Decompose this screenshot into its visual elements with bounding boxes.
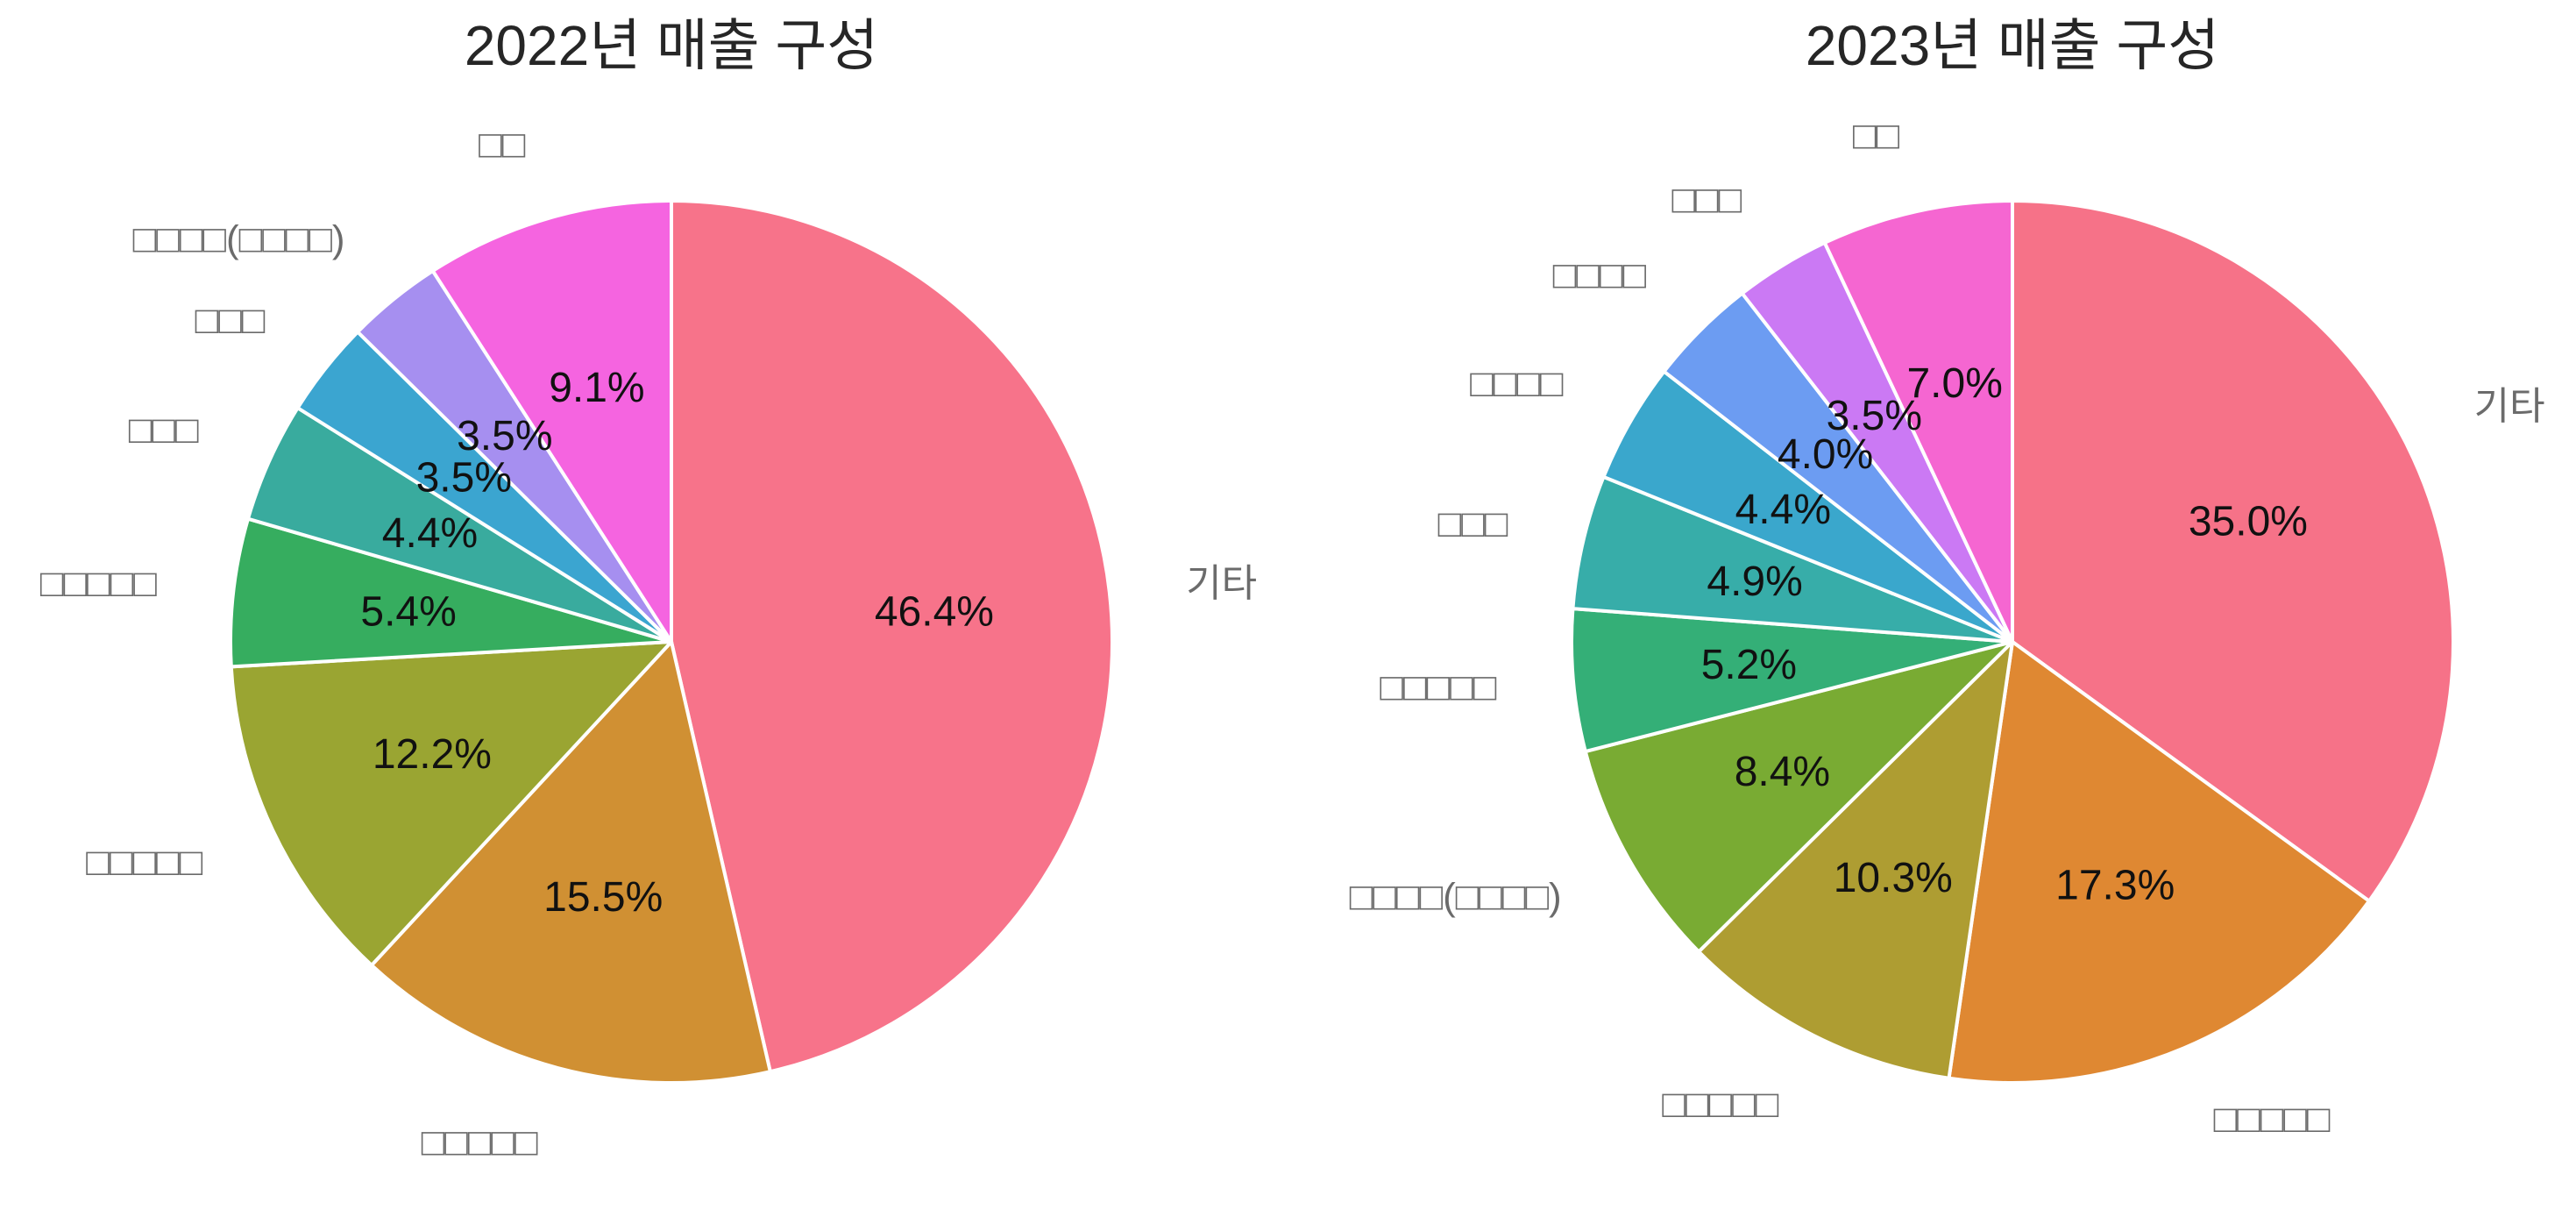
slice-category-label: □□□□(□□□□) xyxy=(1350,876,1562,919)
slice-percent-label: 10.3% xyxy=(1834,855,1953,901)
chart-title: 2023년 매출 구성 xyxy=(1806,14,2219,77)
slice-category-label: 기타 xyxy=(1186,562,1257,605)
slice-category-label: □□□□□ xyxy=(1662,1083,1778,1126)
slice-category-label: □□ xyxy=(1853,115,1900,158)
percent-labels: 46.4%15.5%12.2%5.4%4.4%3.5%3.5%9.1% xyxy=(360,365,994,921)
slice-percent-label: 9.1% xyxy=(549,365,644,411)
pie-slice xyxy=(2011,199,2456,903)
pie-slice xyxy=(1822,199,2014,644)
slice-percent-label: 46.4% xyxy=(875,588,994,635)
slice-category-label: □□ xyxy=(479,124,526,167)
slice-percent-label: 8.4% xyxy=(1735,749,1830,795)
slice-percent-label: 12.2% xyxy=(373,731,492,778)
pie-chart-2023: 2023년 매출 구성 기타□□□□□□□□□□□□□□(□□□□)□□□□□□… xyxy=(1350,14,2545,1141)
chart-title: 2022년 매출 구성 xyxy=(465,14,878,77)
slice-category-label: □□□□□ xyxy=(1380,665,1496,708)
slice-category-label: □□□□□ xyxy=(2214,1098,2331,1141)
slice-percent-label: 17.3% xyxy=(2055,863,2175,909)
slice-category-label: □□□□□ xyxy=(40,562,157,605)
slice-percent-label: 4.0% xyxy=(1778,431,1873,478)
pie-chart-2022: 2022년 매출 구성 기타□□□□□□□□□□□□□□□□□□□□□□□□□(… xyxy=(40,14,1257,1164)
slice-percent-label: 5.4% xyxy=(360,588,456,635)
slice-category-label: □□□ xyxy=(1671,179,1742,222)
pie-slice xyxy=(369,640,772,1085)
slice-category-label: □□□ xyxy=(129,409,199,452)
pie-slice xyxy=(430,199,673,644)
slice-category-label: 기타 xyxy=(2474,385,2545,428)
pie-slices xyxy=(229,199,1114,1085)
pie-slice xyxy=(1947,640,2371,1085)
slice-category-label: □□□ xyxy=(195,299,266,342)
pie-slice xyxy=(670,199,1114,1074)
slice-category-label: □□□□ xyxy=(1470,362,1564,405)
pie-slices xyxy=(1570,199,2456,1085)
pie-slice xyxy=(1697,640,2014,1080)
pie-slice xyxy=(1570,607,2014,754)
pie-slice xyxy=(229,516,673,669)
slice-category-label: □□□□(□□□□) xyxy=(133,218,345,261)
slice-percent-label: 5.2% xyxy=(1701,642,1797,688)
slice-percent-label: 4.4% xyxy=(382,510,478,557)
slice-percent-label: 4.4% xyxy=(1735,487,1831,533)
slice-percent-label: 3.5% xyxy=(416,454,512,501)
slice-category-label: □□□□□ xyxy=(86,841,202,884)
category-labels: 기타□□□□□□□□□□□□□□(□□□□)□□□□□□□□□□□□□□□□□□… xyxy=(1350,115,2545,1141)
slice-percent-label: 3.5% xyxy=(457,413,552,459)
slice-percent-label: 15.5% xyxy=(543,874,663,921)
slice-percent-label: 35.0% xyxy=(2189,499,2308,545)
slice-category-label: □□□□□ xyxy=(422,1121,538,1164)
slice-category-label: □□□□ xyxy=(1553,254,1647,297)
slice-category-label: □□□ xyxy=(1438,502,1508,545)
percent-labels: 35.0% 17.3% 10.3% 8.4% 5.2% 4.9% 4.4% 4.0%3.5%7… xyxy=(1701,360,2308,909)
slice-percent-label: 7.0% xyxy=(1906,360,2002,407)
slice-percent-label: 3.5% xyxy=(1827,393,1922,439)
pie-slice xyxy=(229,640,673,967)
pie-slice xyxy=(1583,640,2014,954)
slice-percent-label: 4.9% xyxy=(1707,559,1802,605)
category-labels: 기타□□□□□□□□□□□□□□□□□□□□□□□□□(□□□□)□□ xyxy=(40,124,1257,1164)
pie-slice xyxy=(1571,474,2014,644)
